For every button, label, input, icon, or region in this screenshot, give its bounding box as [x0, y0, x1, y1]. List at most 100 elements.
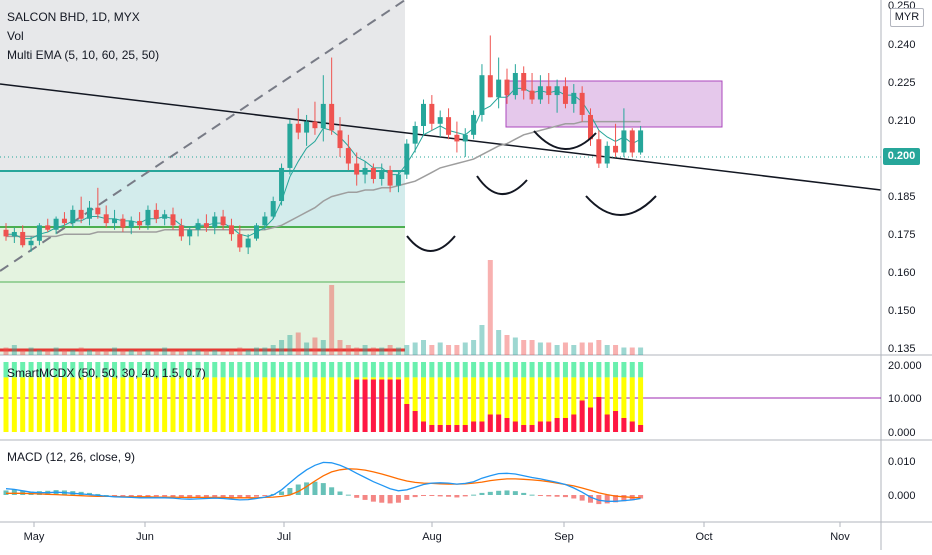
- candle-body: [128, 220, 134, 228]
- macd-hist-bar: [304, 482, 310, 495]
- volume-bar: [629, 347, 635, 355]
- time-tick-label: May: [24, 531, 45, 543]
- candlesticks[interactable]: [3, 35, 644, 255]
- smart-red: [521, 425, 527, 432]
- ema-legend[interactable]: Multi EMA (5, 10, 60, 25, 50): [7, 48, 160, 62]
- volume-bar: [279, 340, 285, 355]
- smart-green: [437, 362, 443, 378]
- time-tick-label: Oct: [695, 531, 712, 543]
- volume-bars: [3, 260, 644, 355]
- smart-red: [429, 425, 435, 432]
- smart-green: [78, 362, 84, 378]
- smart-yellow: [78, 377, 84, 432]
- macd-hist-bar: [295, 484, 301, 495]
- volume-bar: [87, 350, 92, 355]
- macd-hist-bar: [579, 495, 585, 501]
- macd-hist-bar: [421, 495, 426, 496]
- smart-green: [345, 362, 351, 378]
- smart-yellow: [546, 377, 552, 432]
- smart-yellow: [128, 377, 134, 432]
- volume-bar: [638, 347, 644, 355]
- smart-red: [479, 421, 485, 432]
- macd-hist-bar: [245, 495, 251, 498]
- candle-body: [537, 86, 543, 100]
- smart-yellow: [295, 377, 301, 432]
- smart-green: [504, 362, 510, 378]
- smart-green: [162, 362, 168, 378]
- volume-bar: [195, 350, 201, 355]
- smart-red: [471, 421, 477, 432]
- macd-hist-bar: [596, 495, 602, 505]
- volume-bar: [28, 347, 34, 355]
- candle-body: [395, 174, 401, 186]
- smartmcdx-legend[interactable]: SmartMCDX (50, 50, 30, 40, 1.5, 0.7): [7, 366, 206, 380]
- time-tick-label: Jun: [136, 531, 154, 543]
- candle-body: [521, 72, 527, 91]
- smart-green: [546, 362, 552, 378]
- candle-body: [379, 170, 385, 179]
- macd-hist-bar: [11, 489, 17, 495]
- candle-body: [61, 218, 67, 224]
- smart-green: [36, 362, 42, 378]
- smart-red: [579, 400, 585, 432]
- macd-hist-bar: [429, 495, 435, 496]
- smart-red: [604, 414, 610, 432]
- candle-body: [28, 240, 34, 246]
- volume-bar: [546, 342, 552, 355]
- macd-hist-bar: [120, 495, 126, 497]
- smart-yellow: [487, 377, 493, 432]
- candle-body: [153, 209, 159, 219]
- smart-green: [529, 362, 535, 378]
- candle-body: [279, 167, 285, 202]
- smart-green: [354, 362, 360, 378]
- smart-green: [395, 362, 401, 378]
- smart-red: [462, 425, 468, 432]
- candle-body: [254, 225, 259, 239]
- volume-bar: [329, 285, 335, 355]
- candle-body: [170, 214, 176, 226]
- volume-legend[interactable]: Vol: [7, 29, 24, 43]
- candle-body: [95, 207, 101, 215]
- macd-legend[interactable]: MACD (12, 26, close, 9): [7, 450, 136, 464]
- smart-yellow: [421, 377, 426, 432]
- smart-green: [604, 362, 610, 378]
- smart-yellow: [554, 377, 560, 432]
- candle-body: [53, 218, 59, 230]
- macd-hist-bar: [604, 495, 610, 504]
- smart-green: [128, 362, 134, 378]
- volume-bar: [254, 347, 259, 355]
- candle-body: [421, 103, 426, 126]
- volume-bar: [312, 337, 318, 355]
- dashed-trendline[interactable]: [0, 0, 406, 272]
- volume-bar: [270, 345, 276, 355]
- candle-body: [454, 134, 460, 142]
- volume-bar: [245, 350, 251, 355]
- volume-bar: [36, 350, 42, 355]
- smart-green: [512, 362, 518, 378]
- macd-hist-bar: [562, 495, 568, 498]
- smart-yellow: [20, 377, 26, 432]
- candle-body: [262, 216, 268, 226]
- smart-green: [471, 362, 477, 378]
- smart-green: [379, 362, 385, 378]
- smart-yellow: [70, 377, 76, 432]
- smart-green: [521, 362, 527, 378]
- volume-bar: [487, 260, 493, 355]
- symbol-legend[interactable]: SALCON BHD, 1D, MYX: [7, 10, 140, 24]
- candle-body: [629, 130, 635, 153]
- candle-body: [245, 238, 251, 248]
- smart-yellow: [496, 377, 502, 432]
- volume-bar: [120, 350, 126, 355]
- currency-badge[interactable]: MYR: [890, 8, 924, 27]
- smart-green: [95, 362, 101, 378]
- smart-yellow: [95, 377, 101, 432]
- smart-green: [228, 362, 234, 378]
- candle-body: [471, 114, 477, 135]
- smart-yellow: [112, 377, 118, 432]
- volume-bar: [462, 342, 468, 355]
- candle-body: [228, 225, 234, 235]
- pattern-arcs: [406, 130, 657, 252]
- smart-green: [479, 362, 485, 378]
